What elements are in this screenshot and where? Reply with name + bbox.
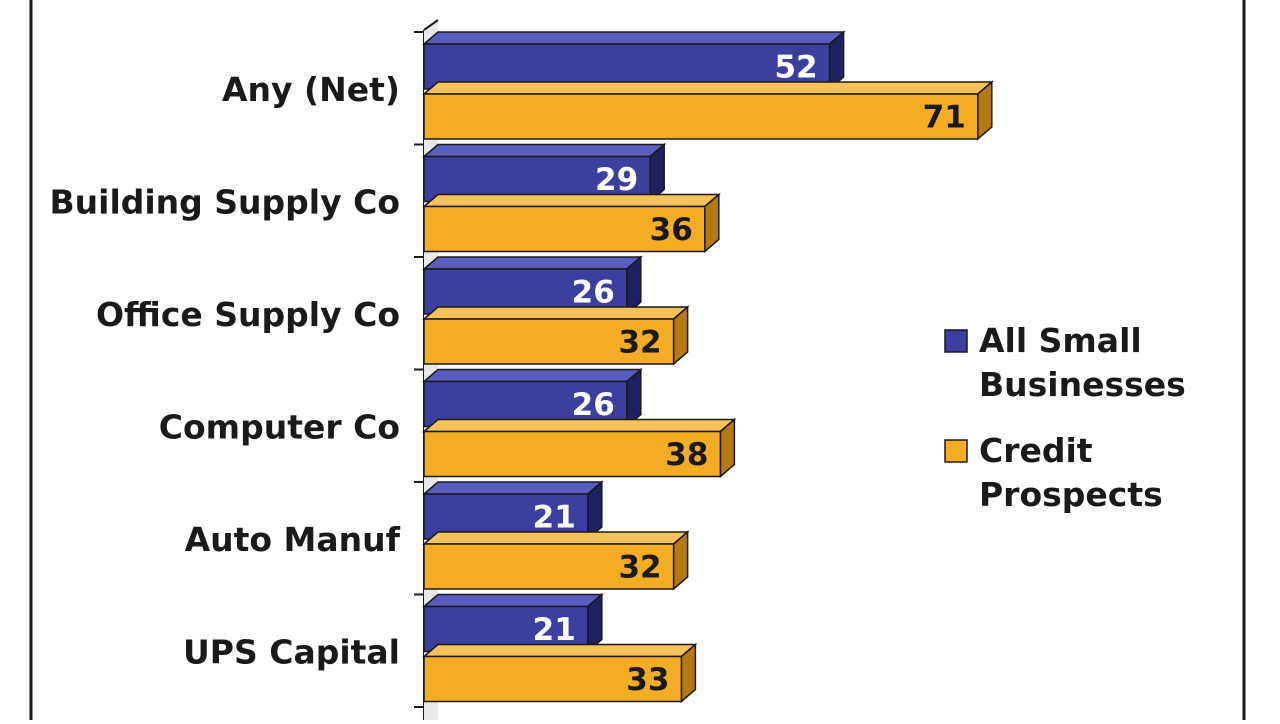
data-label-2-4: 38 [665, 437, 708, 473]
bar-top-1-6 [421, 593, 604, 608]
legend-swatch-2 [944, 439, 968, 463]
category-label-5: Auto Manuf [185, 520, 401, 559]
legend-label-1-2: Businesses [979, 365, 1186, 404]
bar-top-2-3 [421, 306, 690, 320]
legend-label-1-1: All Small [979, 321, 1142, 360]
legend-label-2-1: Credit [979, 431, 1093, 470]
legend-swatch-1 [944, 329, 968, 353]
bar-top-1-4 [421, 368, 643, 383]
data-label-2-2: 36 [650, 212, 693, 248]
data-label-1-5: 21 [533, 500, 576, 536]
category-labels: Any (Net) Building Supply Co Office Supply… [49, 70, 400, 672]
data-label-1-2: 29 [595, 162, 638, 198]
data-label-1-1: 52 [774, 50, 817, 86]
bar-top-2-5 [421, 531, 690, 545]
bar-top-2-4 [421, 418, 737, 433]
data-label-2-6: 33 [626, 662, 669, 698]
data-label-2-3: 32 [618, 325, 661, 361]
bar-top-1-5 [421, 481, 604, 495]
bar-top-1-2 [421, 143, 667, 158]
data-label-1-4: 26 [572, 387, 615, 423]
bar-2-1 [423, 93, 979, 140]
data-label-2-5: 32 [618, 550, 661, 586]
bar-top-2-6 [421, 643, 698, 658]
axis-depth-line [423, 19, 439, 31]
category-label-6: UPS Capital [183, 633, 400, 672]
category-label-3: Office Supply Co [96, 295, 400, 334]
bar-2-5 [423, 543, 675, 590]
legend-label-2-2: Prospects [979, 475, 1163, 514]
bar-2-2 [423, 205, 706, 253]
category-label-4: Computer Co [159, 408, 400, 447]
data-label-2-1: 71 [923, 100, 966, 136]
bar-top-1-3 [421, 256, 643, 270]
bar-2-4 [423, 430, 722, 478]
category-label-2: Building Supply Co [49, 183, 400, 222]
bar-2-6 [423, 655, 683, 703]
category-label-1: Any (Net) [222, 70, 400, 109]
bar-top-1-1 [421, 31, 846, 45]
legend: All Small Businesses Credit Prospects [944, 321, 1186, 514]
bar-top-2-1 [421, 81, 994, 95]
data-label-1-6: 21 [533, 612, 576, 648]
data-label-1-3: 26 [572, 275, 615, 311]
bar-top-2-2 [421, 193, 721, 208]
bar-2-3 [423, 318, 675, 365]
chart-border [29, 0, 1246, 720]
